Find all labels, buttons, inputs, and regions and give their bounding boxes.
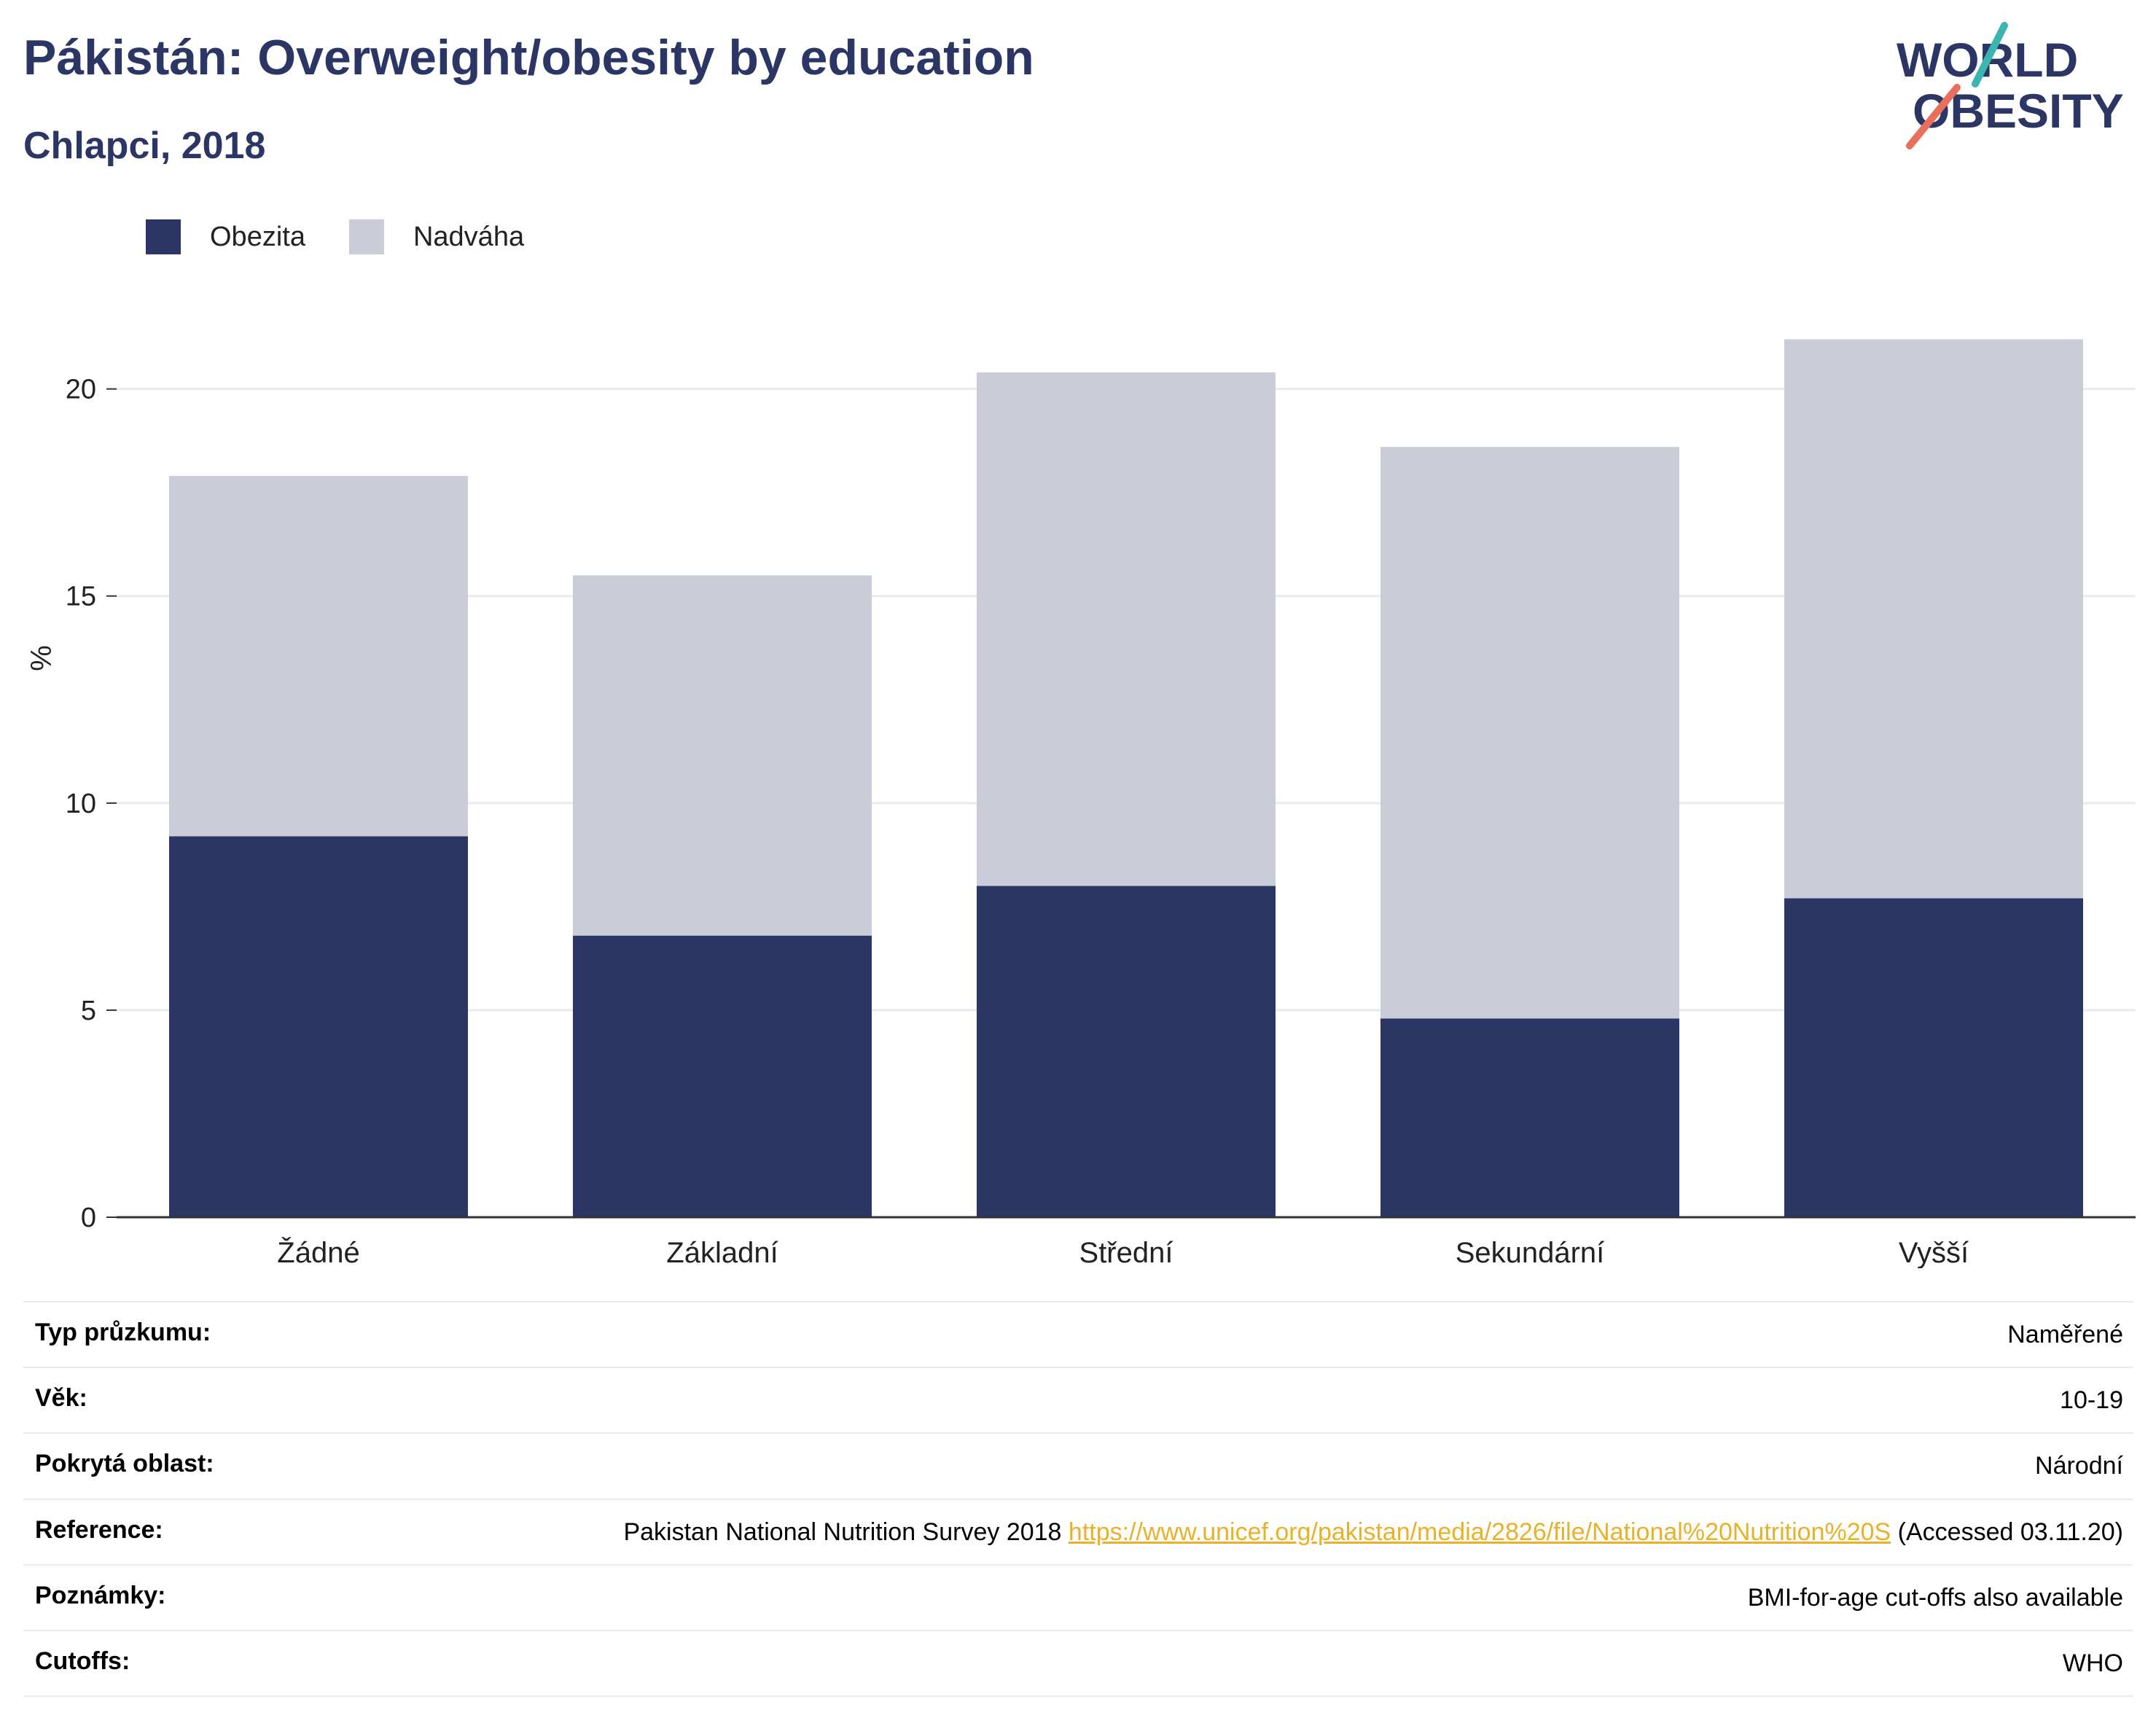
legend-item-obezita[interactable]: Obezita: [146, 219, 305, 254]
meta-row-notes: Poznámky: BMI-for-age cut-offs also avai…: [23, 1565, 2133, 1630]
meta-value: BMI-for-age cut-offs also available: [555, 1565, 2133, 1630]
reference-text: Pakistan National Nutrition Survey 2018: [623, 1518, 1061, 1546]
meta-key: Reference:: [23, 1499, 555, 1565]
meta-row-age: Věk: 10-19: [23, 1367, 2133, 1433]
meta-row-cutoffs: Cutoffs: WHO: [23, 1630, 2133, 1696]
survey-metadata-table: Typ průzkumu: Naměřené Věk: 10-19 Pokryt…: [23, 1301, 2133, 1697]
y-tick-label: 15: [66, 582, 96, 612]
reference-link[interactable]: https://www.unicef.org/pakistan/media/28…: [1069, 1518, 1891, 1546]
y-tick-label: 0: [81, 1203, 96, 1233]
legend-label-nadvaha: Nadváha: [413, 222, 524, 253]
meta-row-coverage: Pokrytá oblast: Národní: [23, 1433, 2133, 1499]
x-tick-label: Sekundární: [1456, 1237, 1605, 1268]
x-tick-label: Vyšší: [1899, 1237, 1969, 1268]
meta-value: 10-19: [555, 1367, 2133, 1433]
y-tick-label: 20: [66, 375, 96, 405]
bar-nadvaha: [573, 575, 872, 935]
y-tick-label: 5: [81, 996, 96, 1026]
bar-nadvaha: [977, 372, 1276, 886]
meta-value: Národní: [555, 1433, 2133, 1499]
x-tick-label: Žádné: [277, 1236, 359, 1268]
legend-swatch-obezita: [146, 219, 181, 254]
y-axis-title: %: [26, 645, 58, 671]
meta-value: Pakistan National Nutrition Survey 2018 …: [555, 1499, 2133, 1565]
meta-value: WHO: [555, 1630, 2133, 1696]
chart-subtitle: Chlapci, 2018: [23, 124, 265, 168]
meta-key: Pokrytá oblast:: [23, 1433, 555, 1499]
bar-nadvaha: [1784, 339, 2083, 898]
reference-accessed: (Accessed 03.11.20): [1898, 1518, 2123, 1546]
bar-nadvaha: [1380, 447, 1679, 1018]
chart-title: Pákistán: Overweight/obesity by educatio…: [23, 29, 1034, 86]
svg-text:OBESITY: OBESITY: [1913, 84, 2124, 138]
y-tick-label: 10: [66, 789, 96, 819]
bar-obezita: [169, 836, 468, 1217]
bar-nadvaha: [169, 476, 468, 836]
chart-legend: Obezita Nadváha: [146, 215, 568, 259]
meta-key: Typ průzkumu:: [23, 1302, 555, 1367]
meta-row-reference: Reference: Pakistan National Nutrition S…: [23, 1499, 2133, 1565]
bar-obezita: [977, 886, 1276, 1217]
meta-key: Věk:: [23, 1367, 555, 1433]
legend-label-obezita: Obezita: [210, 222, 305, 253]
world-obesity-logo: WORLD OBESITY: [1895, 22, 2136, 153]
bar-obezita: [573, 936, 872, 1217]
legend-swatch-nadvaha: [349, 219, 384, 254]
meta-key: Poznámky:: [23, 1565, 555, 1630]
x-tick-label: Základní: [666, 1237, 778, 1268]
meta-value: Naměřené: [555, 1302, 2133, 1367]
meta-key: Cutoffs:: [23, 1630, 555, 1696]
bar-obezita: [1380, 1018, 1679, 1217]
meta-row-survey-type: Typ průzkumu: Naměřené: [23, 1302, 2133, 1367]
bar-obezita: [1784, 899, 2083, 1218]
x-tick-label: Střední: [1079, 1237, 1173, 1268]
legend-item-nadvaha[interactable]: Nadváha: [349, 219, 524, 254]
stacked-bar-chart: 0 5 10 15 20% Žádné Základní Střední Sekundární V…: [0, 306, 2156, 1268]
